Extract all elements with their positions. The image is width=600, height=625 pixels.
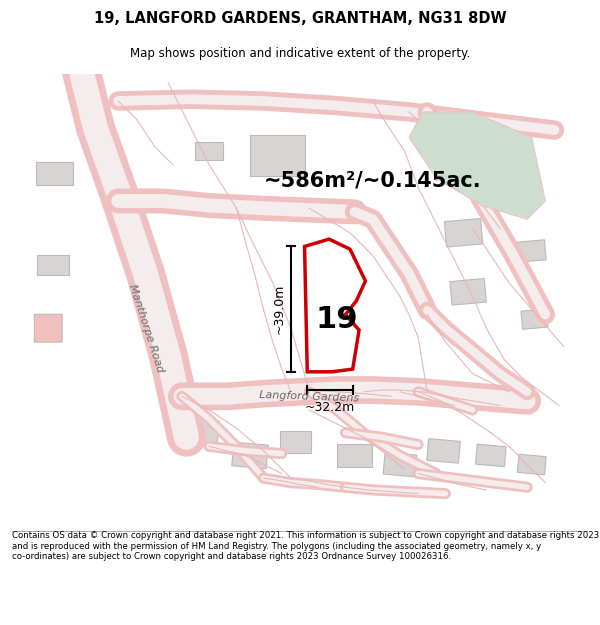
Bar xyxy=(475,444,506,467)
Bar xyxy=(521,309,548,329)
Text: Manthorpe Road: Manthorpe Road xyxy=(127,282,164,374)
Bar xyxy=(232,442,268,469)
Polygon shape xyxy=(409,112,545,219)
Text: Contains OS data © Crown copyright and database right 2021. This information is : Contains OS data © Crown copyright and d… xyxy=(12,531,599,561)
Bar xyxy=(337,444,372,468)
Text: Manthorpe Road: Manthorpe Road xyxy=(127,282,164,374)
Text: 19: 19 xyxy=(315,304,358,334)
Text: ~32.2m: ~32.2m xyxy=(305,401,355,414)
Bar xyxy=(427,439,460,463)
Bar xyxy=(37,162,73,185)
Bar xyxy=(445,219,483,247)
Bar xyxy=(383,452,417,477)
Bar xyxy=(181,419,219,447)
Text: Map shows position and indicative extent of the property.: Map shows position and indicative extent… xyxy=(130,47,470,59)
Bar xyxy=(37,254,69,274)
Text: 19, LANGFORD GARDENS, GRANTHAM, NG31 8DW: 19, LANGFORD GARDENS, GRANTHAM, NG31 8DW xyxy=(94,11,506,26)
Polygon shape xyxy=(305,239,365,372)
Bar xyxy=(517,240,546,262)
Bar xyxy=(280,431,311,452)
Bar xyxy=(196,142,223,160)
Bar xyxy=(433,149,476,180)
Bar xyxy=(501,170,535,196)
Text: ~586m²/~0.145ac.: ~586m²/~0.145ac. xyxy=(264,171,482,191)
Text: ~39.0m: ~39.0m xyxy=(272,284,286,334)
Bar xyxy=(517,454,546,475)
Text: Langford Gardens: Langford Gardens xyxy=(259,389,359,403)
FancyBboxPatch shape xyxy=(34,314,62,342)
Bar xyxy=(250,135,305,176)
Bar xyxy=(450,279,487,305)
